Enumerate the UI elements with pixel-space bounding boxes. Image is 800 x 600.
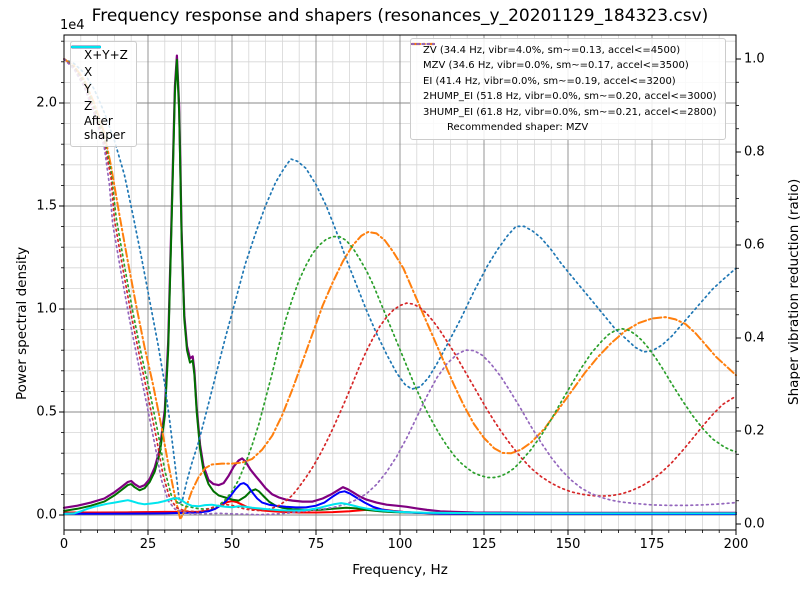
chart-title: Frequency response and shapers (resonanc…	[91, 6, 709, 26]
legend-label: Y	[84, 81, 92, 96]
legend-label: EI (41.4 Hz, vibr=0.0%, sm~=0.19, accel<…	[423, 75, 676, 87]
y-axis-offset-label: 1e4	[60, 18, 85, 33]
legend-entry-recommended-shaper: Recommended shaper: MZV	[417, 121, 717, 137]
y-left-axis-label: Power spectral density	[14, 246, 30, 400]
legend-entry-x: X	[71, 45, 128, 80]
legend-label: 2HUMP_EI (51.8 Hz, vibr=0.0%, sm~=0.20, …	[423, 91, 717, 103]
x-tick-label: 125	[471, 537, 497, 552]
legend-label: X+Y+Z	[84, 47, 128, 62]
x-tick-label: 175	[639, 537, 665, 552]
x-tick-label: 50	[223, 537, 241, 552]
curves	[62, 54, 738, 521]
x-tick-label: 25	[139, 537, 157, 552]
x-tick-label: 100	[387, 537, 413, 552]
y-left-tick-label: 0.0	[36, 507, 57, 523]
legend-label: 3HUMP_EI (61.8 Hz, vibr=0.0%, sm~=0.21, …	[423, 106, 717, 118]
y-left-tick-label: 1.0	[36, 301, 57, 317]
curve-x-y-z	[62, 54, 738, 514]
legend-label: Recommended shaper: MZV	[447, 122, 589, 134]
x-tick-label: 200	[723, 537, 749, 552]
y-left-tick-label: 1.5	[36, 198, 57, 214]
y-right-tick-label: 0.2	[744, 423, 765, 439]
curve-2hump-ei	[63, 58, 737, 513]
legend-shapers: ZV (34.4 Hz, vibr=4.0%, sm~=0.13, accel<…	[410, 38, 726, 140]
legend-line-sample-3hump-ei	[411, 43, 435, 45]
x-tick-label: 0	[59, 537, 69, 552]
curve-3hump-ei	[63, 58, 737, 516]
legend-entry-mzv: MZV (34.6 Hz, vibr=0.0%, sm~=0.17, accel…	[411, 42, 717, 75]
legend-entry-after-shaper: After shaper	[71, 45, 128, 142]
curve-after-shaper	[63, 497, 737, 515]
y-left-tick-label: 2.0	[36, 95, 57, 111]
legend-label: Z	[84, 98, 93, 113]
legend-entry-y: Y	[71, 45, 128, 97]
x-tick-label: 75	[307, 537, 325, 552]
legend-psd: X+Y+Z X Y Z After shaper	[70, 41, 137, 147]
legend-entry-z: Z	[71, 45, 128, 114]
y-right-tick-label: 0.8	[744, 144, 765, 160]
curve-zv	[63, 58, 737, 504]
legend-label: MZV (34.6 Hz, vibr=0.0%, sm~=0.17, accel…	[423, 60, 689, 72]
x-tick-label: 150	[555, 537, 581, 552]
y-right-axis-label: Shaper vibration reduction (ratio)	[786, 178, 800, 405]
legend-entry-ei: EI (41.4 Hz, vibr=0.0%, sm~=0.19, accel<…	[411, 43, 717, 90]
y-right-tick-label: 0.0	[744, 516, 765, 532]
curve-mzv	[63, 58, 737, 521]
legend-label: After shaper	[84, 114, 126, 142]
y-right-tick-label: 0.4	[744, 330, 765, 346]
legend-line-sample-after-shaper	[71, 45, 101, 49]
y-right-tick-label: 0.6	[744, 237, 765, 253]
legend-entry-zv: ZV (34.4 Hz, vibr=4.0%, sm~=0.13, accel<…	[411, 43, 717, 59]
tick-marks	[59, 40, 741, 535]
y-left-tick-label: 0.5	[36, 404, 57, 420]
curve-y	[63, 58, 737, 515]
y-right-tick-label: 1.0	[744, 51, 765, 67]
legend-label: X	[84, 64, 93, 79]
legend-entry-3hump-ei: 3HUMP_EI (61.8 Hz, vibr=0.0%, sm~=0.21, …	[411, 43, 717, 121]
x-axis-label: Frequency, Hz	[352, 562, 448, 578]
legend-entry-2hump-ei: 2HUMP_EI (51.8 Hz, vibr=0.0%, sm~=0.20, …	[411, 43, 717, 106]
legend-label: ZV (34.4 Hz, vibr=4.0%, sm~=0.13, accel<…	[423, 44, 681, 56]
